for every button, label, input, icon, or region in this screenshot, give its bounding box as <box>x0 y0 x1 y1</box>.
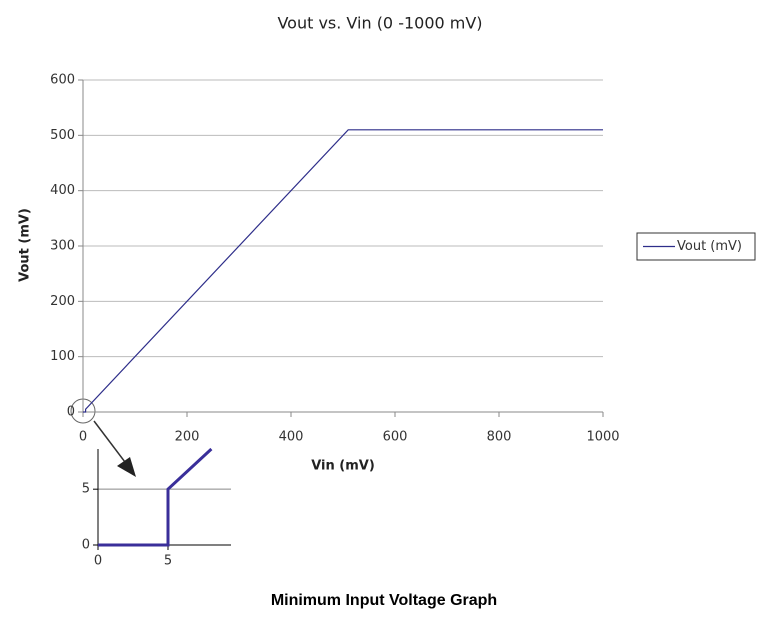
data-line <box>98 447 213 547</box>
zoom-arrow <box>93 420 129 467</box>
y-tick-label: 300 <box>50 239 75 254</box>
y-tick-label: 500 <box>50 128 75 143</box>
x-axis-title: Vin (mV) <box>311 459 375 474</box>
x-tick-label: 0 <box>94 554 102 569</box>
y-tick-label: 100 <box>50 349 75 364</box>
y-tick-label: 200 <box>50 294 75 309</box>
x-tick-label: 1000 <box>586 430 619 445</box>
x-tick-label: 200 <box>175 430 200 445</box>
y-tick-label: 400 <box>50 183 75 198</box>
y-tick-label: 5 <box>82 482 90 497</box>
x-tick-label: 800 <box>487 430 512 445</box>
x-tick-label: 400 <box>279 430 304 445</box>
legend-label: Vout (mV) <box>677 239 742 254</box>
y-tick-label: 600 <box>50 73 75 88</box>
y-axis-title: Vout (mV) <box>18 208 33 282</box>
caption: Minimum Input Voltage Graph <box>271 592 497 609</box>
chart-title: Vout vs. Vin (0 -1000 mV) <box>277 14 482 33</box>
y-tick-label: 0 <box>82 538 90 553</box>
data-line <box>83 129 603 413</box>
x-tick-label: 600 <box>383 430 408 445</box>
zoom-arrowhead <box>117 457 136 477</box>
x-tick-label: 0 <box>79 430 87 445</box>
y-tick-label: 0 <box>67 405 75 420</box>
x-tick-label: 5 <box>164 554 172 569</box>
